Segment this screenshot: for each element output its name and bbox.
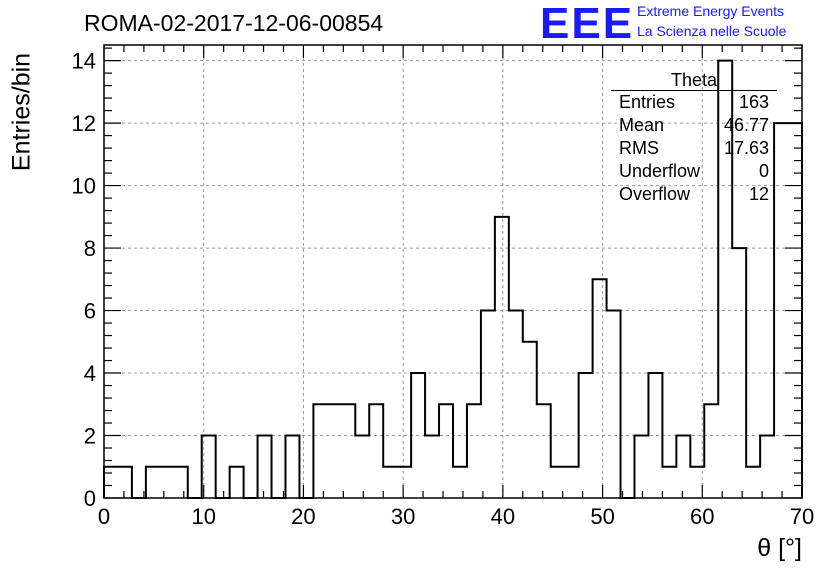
y-tick-label: 8 <box>84 236 96 261</box>
x-tick-label: 40 <box>491 504 515 529</box>
histogram-bin <box>383 467 397 498</box>
histogram-bin <box>648 373 662 498</box>
histogram-bin <box>746 467 760 498</box>
y-tick-label: 10 <box>72 174 96 199</box>
stats-value: 163 <box>738 92 769 112</box>
stats-row-mean: Mean 46.77 <box>611 114 777 137</box>
stats-row-rms: RMS 17.63 <box>611 137 777 160</box>
stats-value: 12 <box>748 184 769 204</box>
histogram-series <box>103 59 803 499</box>
histogram-bin <box>313 404 327 498</box>
axis-ticks <box>103 45 803 499</box>
histogram-bin <box>523 342 537 498</box>
x-tick-label: 20 <box>291 504 315 529</box>
run-title: ROMA-02-2017-12-06-00854 <box>84 10 384 36</box>
stats-label: Mean <box>619 115 665 135</box>
histogram-bin <box>146 467 160 498</box>
histogram-bin <box>662 467 676 498</box>
histogram-bin <box>760 436 774 498</box>
histogram-bin <box>355 436 369 498</box>
histogram-bin <box>593 279 607 498</box>
y-axis-label: Entries/bin <box>7 52 36 172</box>
histogram-outline <box>103 59 803 499</box>
histogram-bin <box>453 467 467 498</box>
y-tick-label: 2 <box>84 424 96 449</box>
histogram-bin <box>495 217 509 498</box>
x-tick-label: 50 <box>590 504 614 529</box>
stats-row-overflow: Overflow 12 <box>611 183 777 206</box>
histogram-bin <box>341 404 355 498</box>
stats-label: Underflow <box>619 161 701 181</box>
histogram-bin <box>704 404 718 498</box>
stats-box: Theta Entries 163 Mean 46.77 RMS 17.63 U… <box>611 70 777 206</box>
histogram-bin <box>174 467 188 498</box>
y-tick-label: 4 <box>84 361 96 386</box>
stats-value: 0 <box>758 161 769 181</box>
histogram-bin <box>327 404 341 498</box>
histogram-bin <box>230 467 244 498</box>
stats-row-entries: Entries 163 <box>611 91 777 114</box>
histogram-bin <box>160 467 174 498</box>
x-tick-label: 0 <box>98 504 110 529</box>
histogram-bin <box>104 467 118 498</box>
histogram-bin <box>481 311 495 498</box>
plot-border <box>103 44 803 499</box>
histogram-bin <box>579 373 593 498</box>
histogram-bin <box>285 436 299 498</box>
histogram-bin <box>467 404 481 498</box>
x-tick-label: 60 <box>690 504 714 529</box>
y-tick-label: 6 <box>84 299 96 324</box>
stats-value: 46.77 <box>723 115 769 135</box>
histogram-bin <box>397 467 411 498</box>
eee-logo: EEE <box>540 0 635 48</box>
x-axis-label: θ [°] <box>757 534 802 562</box>
histogram-bin <box>676 436 690 498</box>
stats-name: Theta <box>611 70 777 91</box>
histogram-bin <box>425 436 439 498</box>
histogram-bin <box>509 311 523 498</box>
y-tick-label: 12 <box>72 111 96 136</box>
grid-lines <box>104 45 802 498</box>
x-tick-label: 30 <box>391 504 415 529</box>
histogram-bin <box>634 436 648 498</box>
histogram-bin <box>411 373 425 498</box>
histogram-bin <box>537 404 551 498</box>
stats-label: RMS <box>619 138 659 158</box>
x-tick-label: 10 <box>191 504 215 529</box>
histogram-bin <box>369 404 383 498</box>
x-tick-label: 70 <box>790 504 814 529</box>
stats-row-underflow: Underflow 0 <box>611 160 777 183</box>
histogram-bin <box>607 311 621 498</box>
histogram-bin <box>439 404 453 498</box>
histogram-bin <box>732 248 746 498</box>
histogram-bin <box>565 467 579 498</box>
plot-frame <box>103 44 803 499</box>
histogram-bin <box>258 436 272 498</box>
logo-line-2: La Scienza nelle Scuole <box>637 23 787 39</box>
stats-value: 17.63 <box>723 138 769 158</box>
histogram-bin <box>118 467 132 498</box>
y-tick-label: 14 <box>72 49 96 74</box>
stats-label: Entries <box>619 92 676 112</box>
y-tick-label: 0 <box>84 486 96 511</box>
stats-label: Overflow <box>619 184 691 204</box>
tick-labels: 0 10 20 30 40 50 60 70 0 2 4 6 8 10 12 14 <box>72 49 815 529</box>
logo-line-1: Extreme Energy Events <box>637 3 785 19</box>
